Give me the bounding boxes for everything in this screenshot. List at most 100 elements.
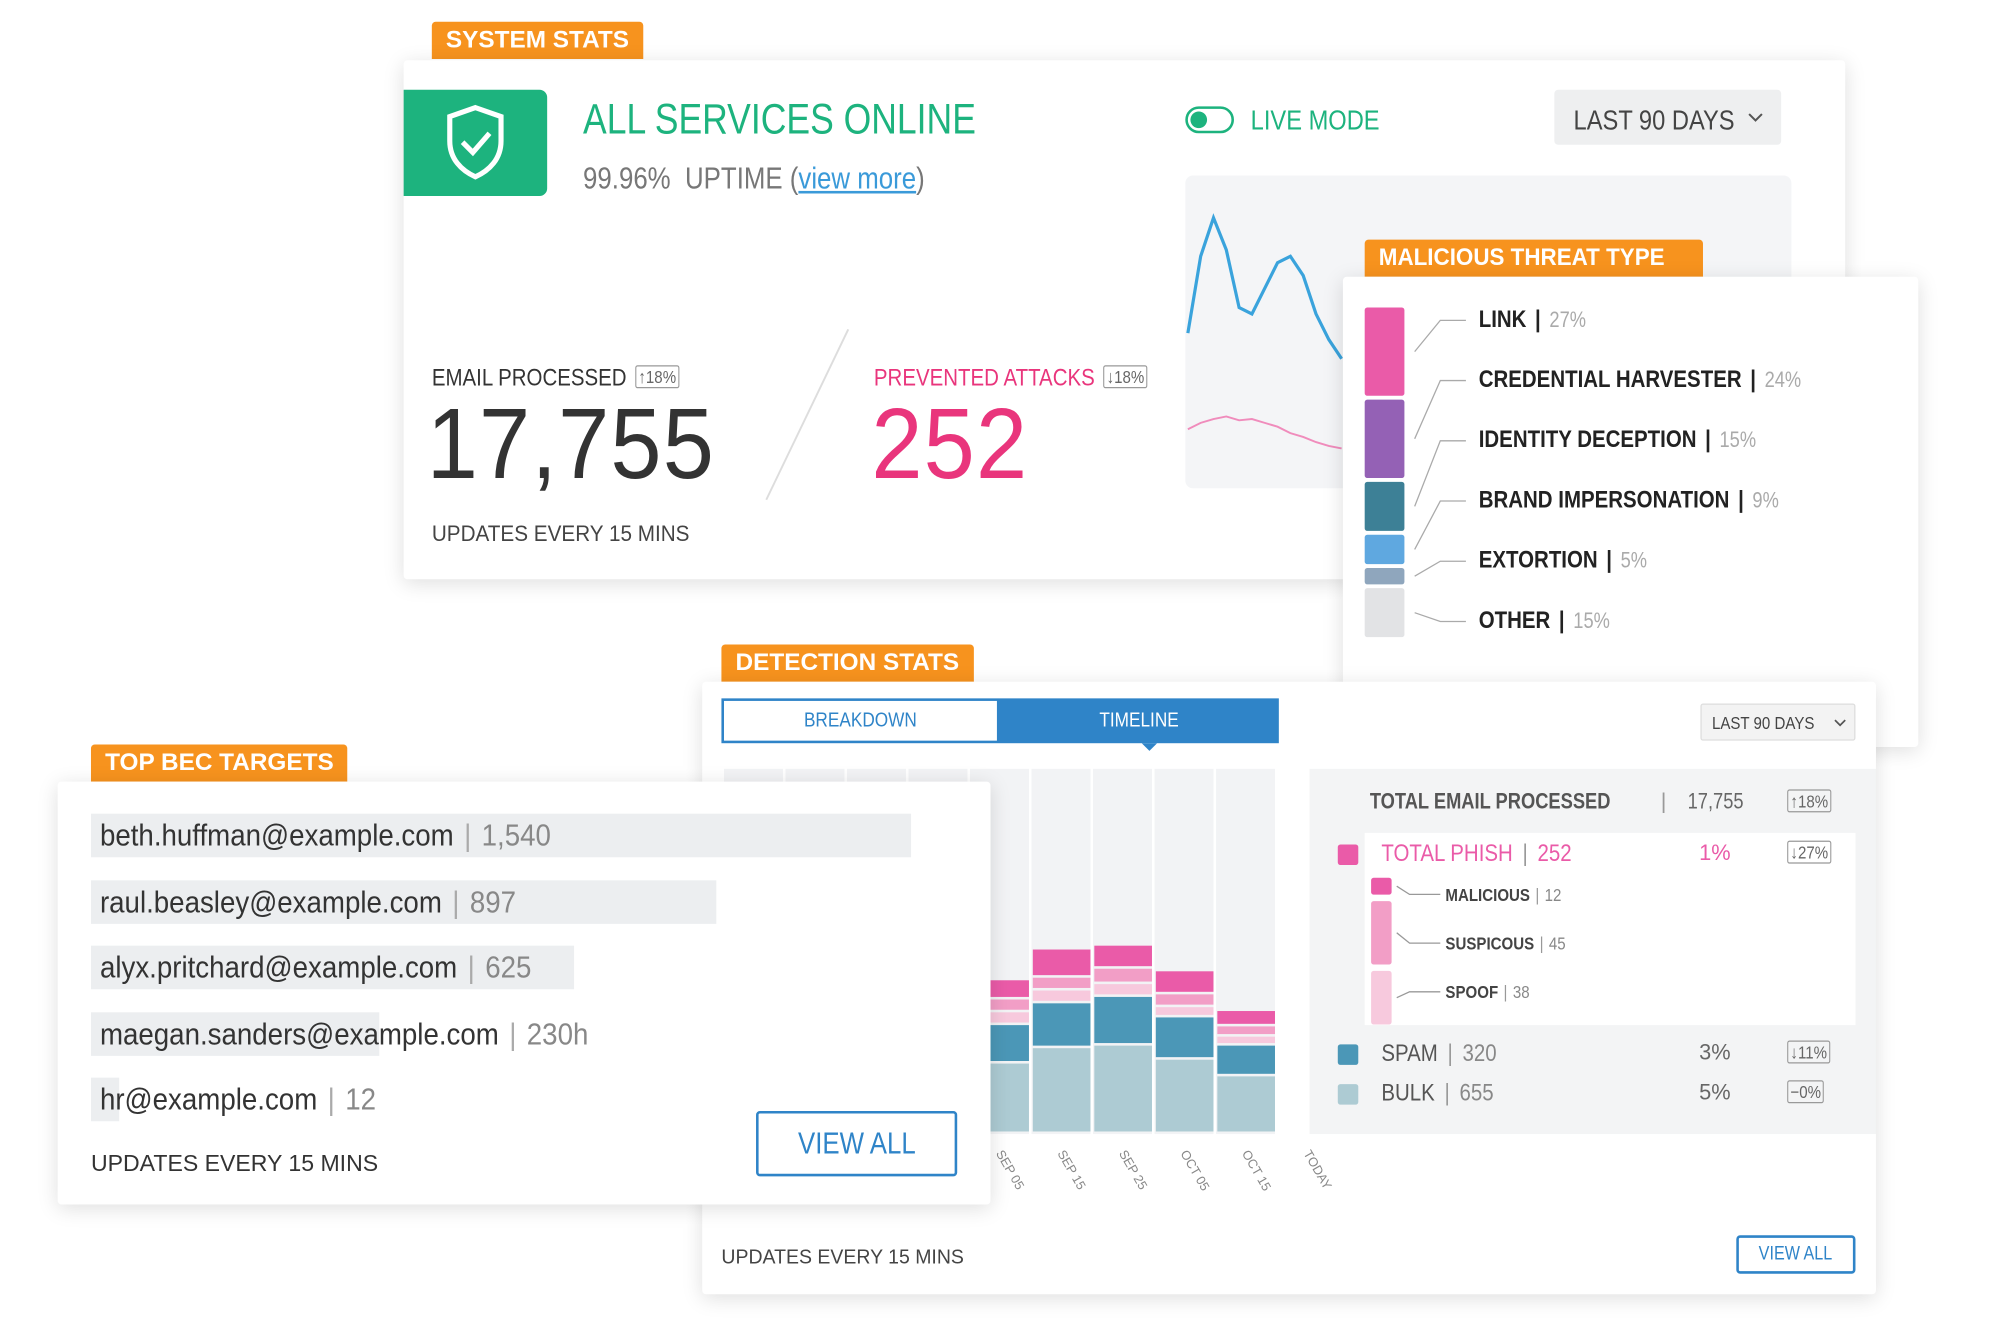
row-percent: 3% bbox=[1699, 1040, 1731, 1065]
bec-count: 230h bbox=[526, 1016, 589, 1052]
connector bbox=[1414, 500, 1466, 550]
bec-row: hr@example.com | 12 bbox=[100, 1083, 407, 1119]
chevron bbox=[1834, 719, 1846, 727]
metric-value: 252 bbox=[871, 386, 1029, 500]
x-tick-label: SEP 05 bbox=[993, 1147, 1028, 1192]
x-tick-label: OCT 05 bbox=[1178, 1147, 1213, 1193]
range-label: LAST 90 DAYS bbox=[1573, 103, 1735, 136]
prevented-label: PREVENTED ATTACKS ↓18% bbox=[874, 365, 1200, 393]
live-toggle[interactable] bbox=[1185, 106, 1234, 134]
threat-segment bbox=[1364, 588, 1405, 638]
email-processed-value: 17,755 bbox=[427, 386, 740, 503]
threat-percent: 15% bbox=[1719, 427, 1757, 453]
live-mode-text: LIVE MODE bbox=[1250, 103, 1380, 136]
tab-active[interactable]: TIMELINE bbox=[999, 698, 1279, 744]
separator: | bbox=[467, 950, 475, 986]
threat-percent: 5% bbox=[1620, 548, 1648, 573]
shield-icon bbox=[447, 104, 504, 180]
bar-segment bbox=[971, 1012, 1029, 1023]
view-all-button[interactable]: VIEW ALL bbox=[1736, 1235, 1856, 1274]
tab[interactable]: BREAKDOWN bbox=[721, 698, 1000, 744]
phish-bar bbox=[1371, 877, 1392, 895]
bec-bar bbox=[90, 813, 912, 858]
legend-swatch bbox=[1337, 844, 1359, 865]
metric-value: 17,755 bbox=[426, 386, 716, 500]
separator: | bbox=[1503, 981, 1508, 1003]
change-badge: ↓18% bbox=[1103, 365, 1148, 389]
total-change: ↑18% bbox=[1779, 789, 1842, 816]
bar-segment bbox=[1094, 1045, 1152, 1132]
phish-panel bbox=[1364, 832, 1856, 1026]
row-label: SPAM bbox=[1381, 1040, 1438, 1068]
bec-count: 625 bbox=[485, 950, 532, 986]
uptime-value: 99.96% bbox=[583, 161, 671, 197]
threat-percent: 27% bbox=[1549, 307, 1587, 332]
row-percent: 5% bbox=[1699, 1080, 1731, 1105]
phish-bar bbox=[1371, 970, 1392, 1025]
phish-label: SPOOF | 38 bbox=[1445, 982, 1545, 1003]
separator: | bbox=[1558, 607, 1565, 635]
bar-segment bbox=[1094, 984, 1152, 995]
bar-segment bbox=[1032, 990, 1091, 1001]
threat-label: BRAND IMPERSONATION | 9% bbox=[1479, 487, 1836, 515]
view-more-link[interactable]: view more bbox=[798, 161, 917, 197]
bec-bar bbox=[90, 879, 717, 924]
legend-swatch bbox=[1337, 1084, 1359, 1105]
total-value-text: 17,755 bbox=[1687, 789, 1744, 814]
trend-chart bbox=[765, 213, 1343, 501]
connector bbox=[1414, 440, 1466, 507]
tab-label: TIMELINE bbox=[1099, 709, 1179, 732]
trend-line bbox=[1186, 213, 1343, 360]
view-all-button[interactable]: VIEW ALL bbox=[756, 1110, 958, 1177]
x-tick-label: SEP 15 bbox=[1055, 1147, 1090, 1192]
row-change: ↓27% bbox=[1779, 840, 1842, 868]
separator: | bbox=[464, 818, 472, 854]
prevented-value: 252 bbox=[871, 386, 1042, 503]
phish-name: MALICIOUS bbox=[1445, 884, 1530, 905]
threat-label: IDENTITY DECEPTION | 15% bbox=[1479, 427, 1809, 455]
status-label: ALL SERVICES ONLINE bbox=[583, 94, 976, 143]
separator: | bbox=[327, 1082, 335, 1118]
x-tick-label: SEP 25 bbox=[1116, 1147, 1151, 1192]
threat-segment bbox=[1364, 481, 1405, 531]
separator: | bbox=[1447, 1040, 1453, 1068]
badge-wrap: −0% bbox=[1779, 1080, 1825, 1107]
row-count: 655 bbox=[1459, 1080, 1494, 1108]
x-tick-label: TODAY bbox=[1301, 1147, 1336, 1192]
bar-segment bbox=[1094, 945, 1152, 967]
bec-row: raul.beasley@example.com | 897 bbox=[100, 885, 562, 921]
updates-note: UPDATES EVERY 15 MINS bbox=[432, 522, 703, 548]
label-group: OTHER | 15% bbox=[1479, 607, 1610, 635]
threat-percent: 15% bbox=[1573, 608, 1610, 634]
connector bbox=[1396, 991, 1441, 999]
badge-wrap: ↓11% bbox=[1779, 1040, 1831, 1067]
bar-segment bbox=[1155, 971, 1214, 992]
range-dropdown[interactable]: LAST 90 DAYS bbox=[1554, 89, 1782, 145]
phish-label-group: MALICIOUS | 12 bbox=[1445, 884, 1561, 905]
status-icon-box bbox=[403, 89, 548, 197]
change-badge: ↓27% bbox=[1787, 840, 1832, 864]
phish-label: SUSPICOUS | 45 bbox=[1445, 933, 1588, 954]
connector bbox=[1414, 319, 1466, 353]
phish-label-group: SPOOF | 38 bbox=[1445, 982, 1529, 1003]
separator: | bbox=[452, 884, 460, 920]
status-text: ALL SERVICES ONLINE bbox=[583, 95, 1051, 144]
updates-note: UPDATES EVERY 15 MINS bbox=[90, 1150, 379, 1177]
bec-count: 1,540 bbox=[481, 818, 551, 854]
row-count: 252 bbox=[1537, 840, 1572, 868]
bec-email: beth.huffman@example.com bbox=[99, 818, 454, 854]
row-change: ↓11% bbox=[1779, 1040, 1840, 1067]
separator: | bbox=[1705, 426, 1711, 454]
change-badge: −0% bbox=[1787, 1080, 1825, 1104]
bar-segment bbox=[1094, 996, 1152, 1044]
range-dropdown[interactable]: LAST 90 DAYS bbox=[1700, 703, 1856, 741]
x-tick-label: OCT 15 bbox=[1239, 1147, 1274, 1193]
threat-segment bbox=[1364, 534, 1405, 565]
total-label-text: TOTAL EMAIL PROCESSED bbox=[1369, 789, 1611, 814]
label-group: BRAND IMPERSONATION | 9% bbox=[1479, 487, 1779, 515]
divider bbox=[765, 328, 850, 501]
separator: | bbox=[1660, 789, 1667, 814]
tab-pointer bbox=[1141, 743, 1158, 751]
